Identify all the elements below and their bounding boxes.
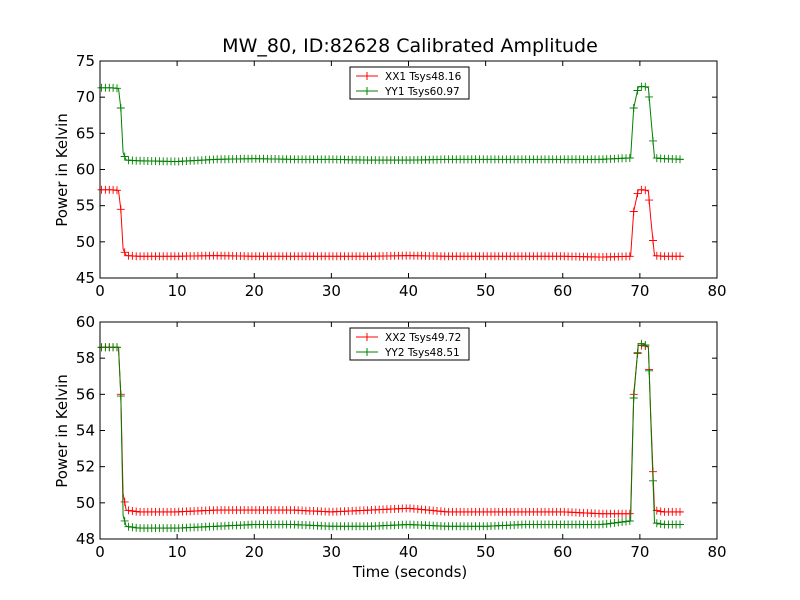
legend-marker [363,72,371,80]
x-tick-label: 60 [553,282,572,300]
x-tick-label: 30 [322,282,341,300]
legend-marker [363,348,371,356]
legend: XX2 Tsys49.72 YY2 Tsys48.51 [349,327,470,361]
x-tick-label: 70 [630,282,649,300]
series-line [101,345,684,515]
series-markers [97,339,684,533]
legend: XX1 Tsys48.16 YY1 Tsys60.97 [349,66,470,100]
x-tick-label: 0 [95,282,105,300]
x-tick-label: 50 [476,543,495,561]
legend-box [349,66,470,100]
y-tick-label: 45 [76,269,95,287]
y-tick-label: 50 [76,494,95,512]
y-tick-label: 48 [76,530,95,548]
y-axis-label: Power in Kelvin [53,374,71,488]
legend-box [349,327,470,361]
y-tick-label: 70 [76,88,95,106]
y-tick-label: 60 [76,161,95,179]
legend-marker [363,333,371,341]
x-tick-label: 60 [553,543,572,561]
x-tick-label: 70 [630,543,649,561]
y-tick-label: 52 [76,458,95,476]
series-markers [97,82,684,166]
x-tick-label: 20 [245,543,264,561]
y-tick-label: 75 [76,52,95,70]
x-tick-label: 10 [168,282,187,300]
y-tick-label: 50 [76,233,95,251]
x-tick-label: 20 [245,282,264,300]
y-tick-label: 54 [76,422,95,440]
y-tick-label: 60 [76,313,95,331]
series-markers [97,185,684,261]
x-tick-label: 80 [707,282,726,300]
x-tick-label: 40 [399,282,418,300]
bottom-panel: 0 10 20 30 40 50 60 70 80 48 50 52 54 56 58 60 Power in… [53,313,727,561]
series-line [101,189,684,258]
y-tick-label: 56 [76,385,95,403]
x-tick-label: 30 [322,543,341,561]
chart-title: MW_80, ID:82628 Calibrated Amplitude [222,35,598,57]
top-panel: 0 10 20 30 40 50 60 70 80 45 50 55 60 65 70 75 Power in… [53,52,727,300]
y-tick-label: 65 [76,124,95,142]
y-tick-label: 55 [76,197,95,215]
legend-label: YY2 Tsys48.51 [384,347,460,359]
legend-label: XX1 Tsys48.16 [385,71,462,83]
series-markers [97,341,684,518]
y-tick-label: 58 [76,349,95,367]
x-tick-label: 40 [399,543,418,561]
x-tick-label: 50 [476,282,495,300]
y-axis-label: Power in Kelvin [53,113,71,227]
x-tick-label: 0 [95,543,105,561]
series-line [101,343,684,529]
x-tick-label: 10 [168,543,187,561]
x-axis-label: Time (seconds) [352,563,468,581]
legend-label: YY1 Tsys60.97 [384,86,460,98]
legend-label: XX2 Tsys49.72 [385,332,461,344]
x-tick-label: 80 [707,543,726,561]
legend-marker [363,87,371,95]
